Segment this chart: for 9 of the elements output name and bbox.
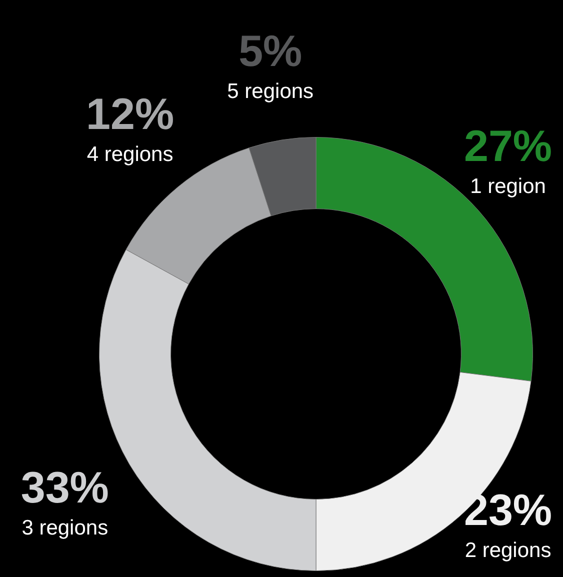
- data-label: 12%: [86, 90, 174, 140]
- slice-label: 4 regions: [86, 143, 174, 166]
- slice-label: 2 regions: [464, 539, 552, 562]
- data-label: 33%: [20, 464, 109, 513]
- slice-label: 5 regions: [227, 80, 314, 103]
- data-label: 5%: [238, 26, 302, 76]
- data-label: 27%: [464, 122, 552, 172]
- slice-label: 1 region: [470, 175, 546, 198]
- slice-label: 3 regions: [22, 516, 108, 540]
